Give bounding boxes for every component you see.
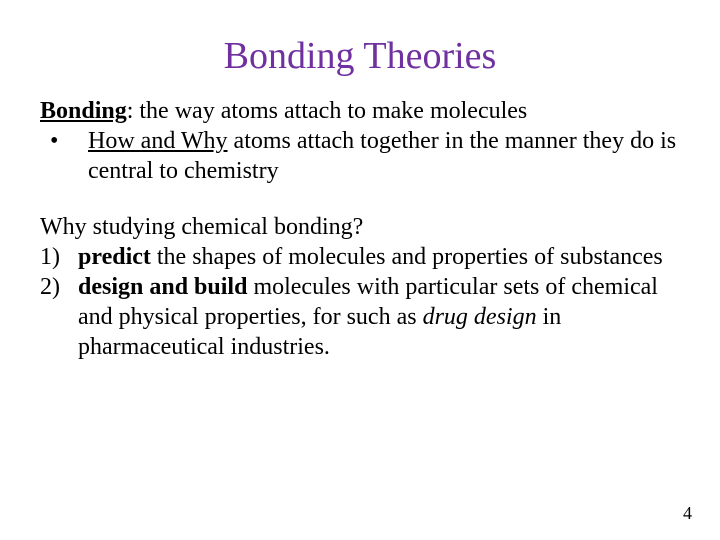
list-number: 1) [40, 242, 78, 272]
list-item: 1) predict the shapes of molecules and p… [40, 242, 680, 272]
list-rest: the shapes of molecules and properties o… [151, 244, 663, 270]
bullet-underlined: How and Why [88, 128, 228, 154]
question-section: Why studying chemical bonding? 1) predic… [40, 212, 680, 362]
bullet-content: How and Why atoms attach together in the… [88, 126, 680, 186]
slide-title: Bonding Theories [40, 34, 680, 78]
definition-line: Bonding: the way atoms attach to make mo… [40, 96, 680, 126]
list-italic: drug design [423, 304, 537, 330]
list-number: 2) [40, 272, 78, 362]
list-item: 2) design and build molecules with parti… [40, 272, 680, 362]
list-content: predict the shapes of molecules and prop… [78, 242, 680, 272]
bullet-item: • How and Why atoms attach together in t… [40, 126, 680, 186]
list-bold: design and build [78, 274, 247, 300]
list-bold: predict [78, 244, 151, 270]
bullet-marker: • [40, 126, 88, 186]
list-content: design and build molecules with particul… [78, 272, 680, 362]
question-line: Why studying chemical bonding? [40, 212, 680, 242]
definition-section: Bonding: the way atoms attach to make mo… [40, 96, 680, 186]
slide-body: Bonding: the way atoms attach to make mo… [40, 96, 680, 362]
definition-rest: : the way atoms attach to make molecules [127, 98, 528, 124]
page-number: 4 [683, 503, 692, 524]
definition-term: Bonding [40, 98, 127, 124]
